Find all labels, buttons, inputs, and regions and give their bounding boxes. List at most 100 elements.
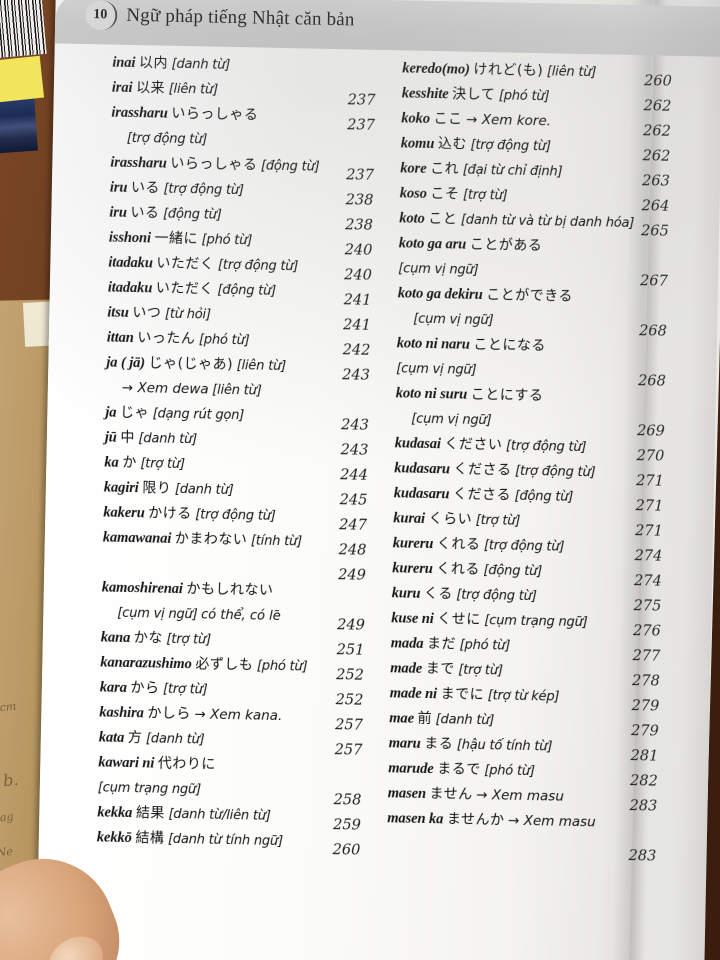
index-entry: komu 込む [trợ động từ] 262 — [401, 133, 689, 165]
entry-part-of-speech: [cụm vị ngữ] — [398, 261, 479, 278]
index-entry: kawari ni 代わりに — [98, 752, 388, 781]
entry-romaji: kashira — [99, 704, 144, 722]
index-entry: marude まるで [phó từ] 282 — [388, 758, 676, 789]
entry-page-number: 271 — [634, 523, 663, 540]
entry-part-of-speech: [từ hỏi] — [164, 306, 211, 323]
index-entry: ka か [trợ từ] 244 — [104, 452, 394, 483]
entry-part-of-speech: [danh từ] — [171, 56, 231, 73]
entry-part-of-speech: [danh từ] — [138, 431, 198, 448]
entry-romaji: koto ni naru — [396, 335, 470, 353]
index-entry: kudasaru くださる [trợ động từ] 271 — [394, 458, 682, 490]
entry-part-of-speech: [liên từ] — [168, 81, 219, 98]
index-entry-text: masen ka ませんか → Xem masu — [387, 808, 675, 836]
entry-kana: いったん — [137, 330, 196, 348]
entry-kana: いつ — [132, 304, 162, 322]
entry-part-of-speech: [phó từ] — [198, 332, 250, 349]
entry-page-number: 265 — [640, 223, 669, 240]
entry-romaji: kuru — [391, 585, 421, 602]
entry-romaji: kurai — [393, 510, 426, 527]
entry-part-of-speech: [trợ từ] — [166, 631, 212, 648]
index-entry: kuru くる [trợ động từ] 275 — [391, 583, 680, 614]
entry-part-of-speech: [trợ động từ] — [505, 438, 587, 456]
entry-romaji: irassharu — [110, 154, 167, 172]
page-number-badge: 10 — [85, 0, 118, 31]
entry-romaji: koto ga aru — [398, 235, 467, 253]
entry-page-number: 262 — [643, 98, 672, 115]
index-entry: iru いる [trợ động từ] 238 — [110, 178, 400, 209]
entry-kana: かもしれない — [186, 581, 274, 599]
entry-part-of-speech: [danh từ tính ngữ] — [167, 831, 284, 850]
index-entry: kamawanai かまわない [tính từ] 248 — [103, 527, 393, 558]
entry-kana: 代わりに — [157, 755, 217, 773]
entry-part-of-speech: [động từ] — [483, 563, 543, 580]
entry-kana: いただく — [155, 280, 215, 298]
entry-kana: 中 — [120, 429, 136, 447]
entry-page-number: 271 — [635, 473, 664, 490]
entry-romaji: kudasai — [394, 435, 441, 453]
entry-page-number: 283 — [628, 848, 657, 865]
entry-page-number: 258 — [333, 792, 362, 809]
entry-page-number: 279 — [630, 723, 659, 740]
handwriting-mark-3: ag — [0, 810, 15, 825]
entry-kana: いらっしゃる — [171, 105, 259, 124]
entry-page-number: 247 — [338, 517, 367, 534]
entry-romaji: kuse ni — [391, 610, 434, 628]
entry-romaji: kesshite — [401, 85, 449, 103]
index-entry: koto ga aru ことがある — [399, 233, 687, 262]
page-title: Ngữ pháp tiếng Nhật căn bản — [126, 4, 355, 31]
entry-page-number: 237 — [347, 92, 376, 109]
index-entry: kanarazushimo 必ずしも [phó từ] 252 — [100, 652, 390, 684]
entry-kana: 一緒に — [154, 230, 199, 248]
entry-kana: まるで — [437, 761, 481, 779]
entry-page-number: 241 — [343, 292, 372, 309]
book-spines-stack — [0, 94, 38, 154]
entry-part-of-speech: [phó từ] — [201, 232, 253, 249]
entry-kana: 必ずしも — [195, 656, 254, 674]
entry-kana: 決して — [452, 86, 496, 104]
entry-part-of-speech: [trợ từ] — [458, 662, 503, 679]
entry-kana: ません — [429, 786, 473, 803]
entry-part-of-speech: [động từ] — [217, 282, 277, 299]
entry-romaji: kara — [99, 679, 127, 696]
entry-page-number: 245 — [339, 492, 368, 509]
entry-page-number: 270 — [636, 448, 665, 465]
entry-kana: くらい — [428, 510, 473, 528]
entry-page-number: 277 — [632, 648, 661, 665]
entry-romaji: kawari ni — [98, 754, 155, 772]
entry-part-of-speech: [phó từ] — [498, 88, 550, 105]
index-entry: kana かな [trợ từ] 251 — [101, 627, 391, 658]
entry-part-of-speech: [hậu tố tính từ] — [456, 737, 553, 755]
entry-kana: までに — [440, 686, 485, 704]
entry-part-of-speech: [trợ động từ] — [456, 587, 537, 605]
index-entry: kudasai ください [trợ động từ] 270 — [394, 433, 683, 465]
entry-page-number: 252 — [335, 667, 364, 684]
entry-page-number: 238 — [345, 192, 374, 209]
entry-page-number: 243 — [341, 367, 370, 384]
entry-part-of-speech: [trợ từ] — [475, 512, 521, 529]
entry-kana: じゃ(じゃあ) — [148, 355, 234, 374]
entry-cross-reference: → Xem dewa — [121, 379, 209, 398]
entry-kana: いる — [130, 179, 161, 197]
index-entry: mada まだ [phó từ] 277 — [391, 633, 679, 665]
index-entry-text: koto ga aru ことがある — [399, 233, 687, 261]
entry-kana: 方 — [127, 729, 143, 747]
entry-page-number: 257 — [334, 717, 363, 734]
index-entry: itsu いつ [từ hỏi] 241 — [107, 302, 397, 333]
entry-kana: まる — [424, 735, 454, 753]
index-entry: kashira かしら → Xem kana. 257 — [99, 702, 389, 734]
handwriting-mark-2: b. — [2, 769, 20, 791]
entry-kana: から — [130, 680, 160, 697]
entry-romaji: ka — [104, 454, 119, 471]
entry-part-of-speech: [danh từ/liên từ] — [168, 806, 271, 824]
entry-page-number: 238 — [345, 217, 374, 234]
entry-romaji: kata — [98, 729, 125, 746]
entry-page-number: 268 — [638, 323, 667, 340]
entry-kana: こそ — [430, 185, 460, 203]
index-entry: kesshite 決して [phó từ] 262 — [401, 83, 690, 115]
entry-page-number: 262 — [642, 148, 671, 165]
entry-kana: くださる — [453, 461, 512, 479]
entry-kana: まで — [425, 660, 455, 678]
entry-part-of-speech: [danh từ và từ bị danh hóa] — [460, 212, 635, 232]
entry-kana: ことがある — [469, 236, 543, 255]
